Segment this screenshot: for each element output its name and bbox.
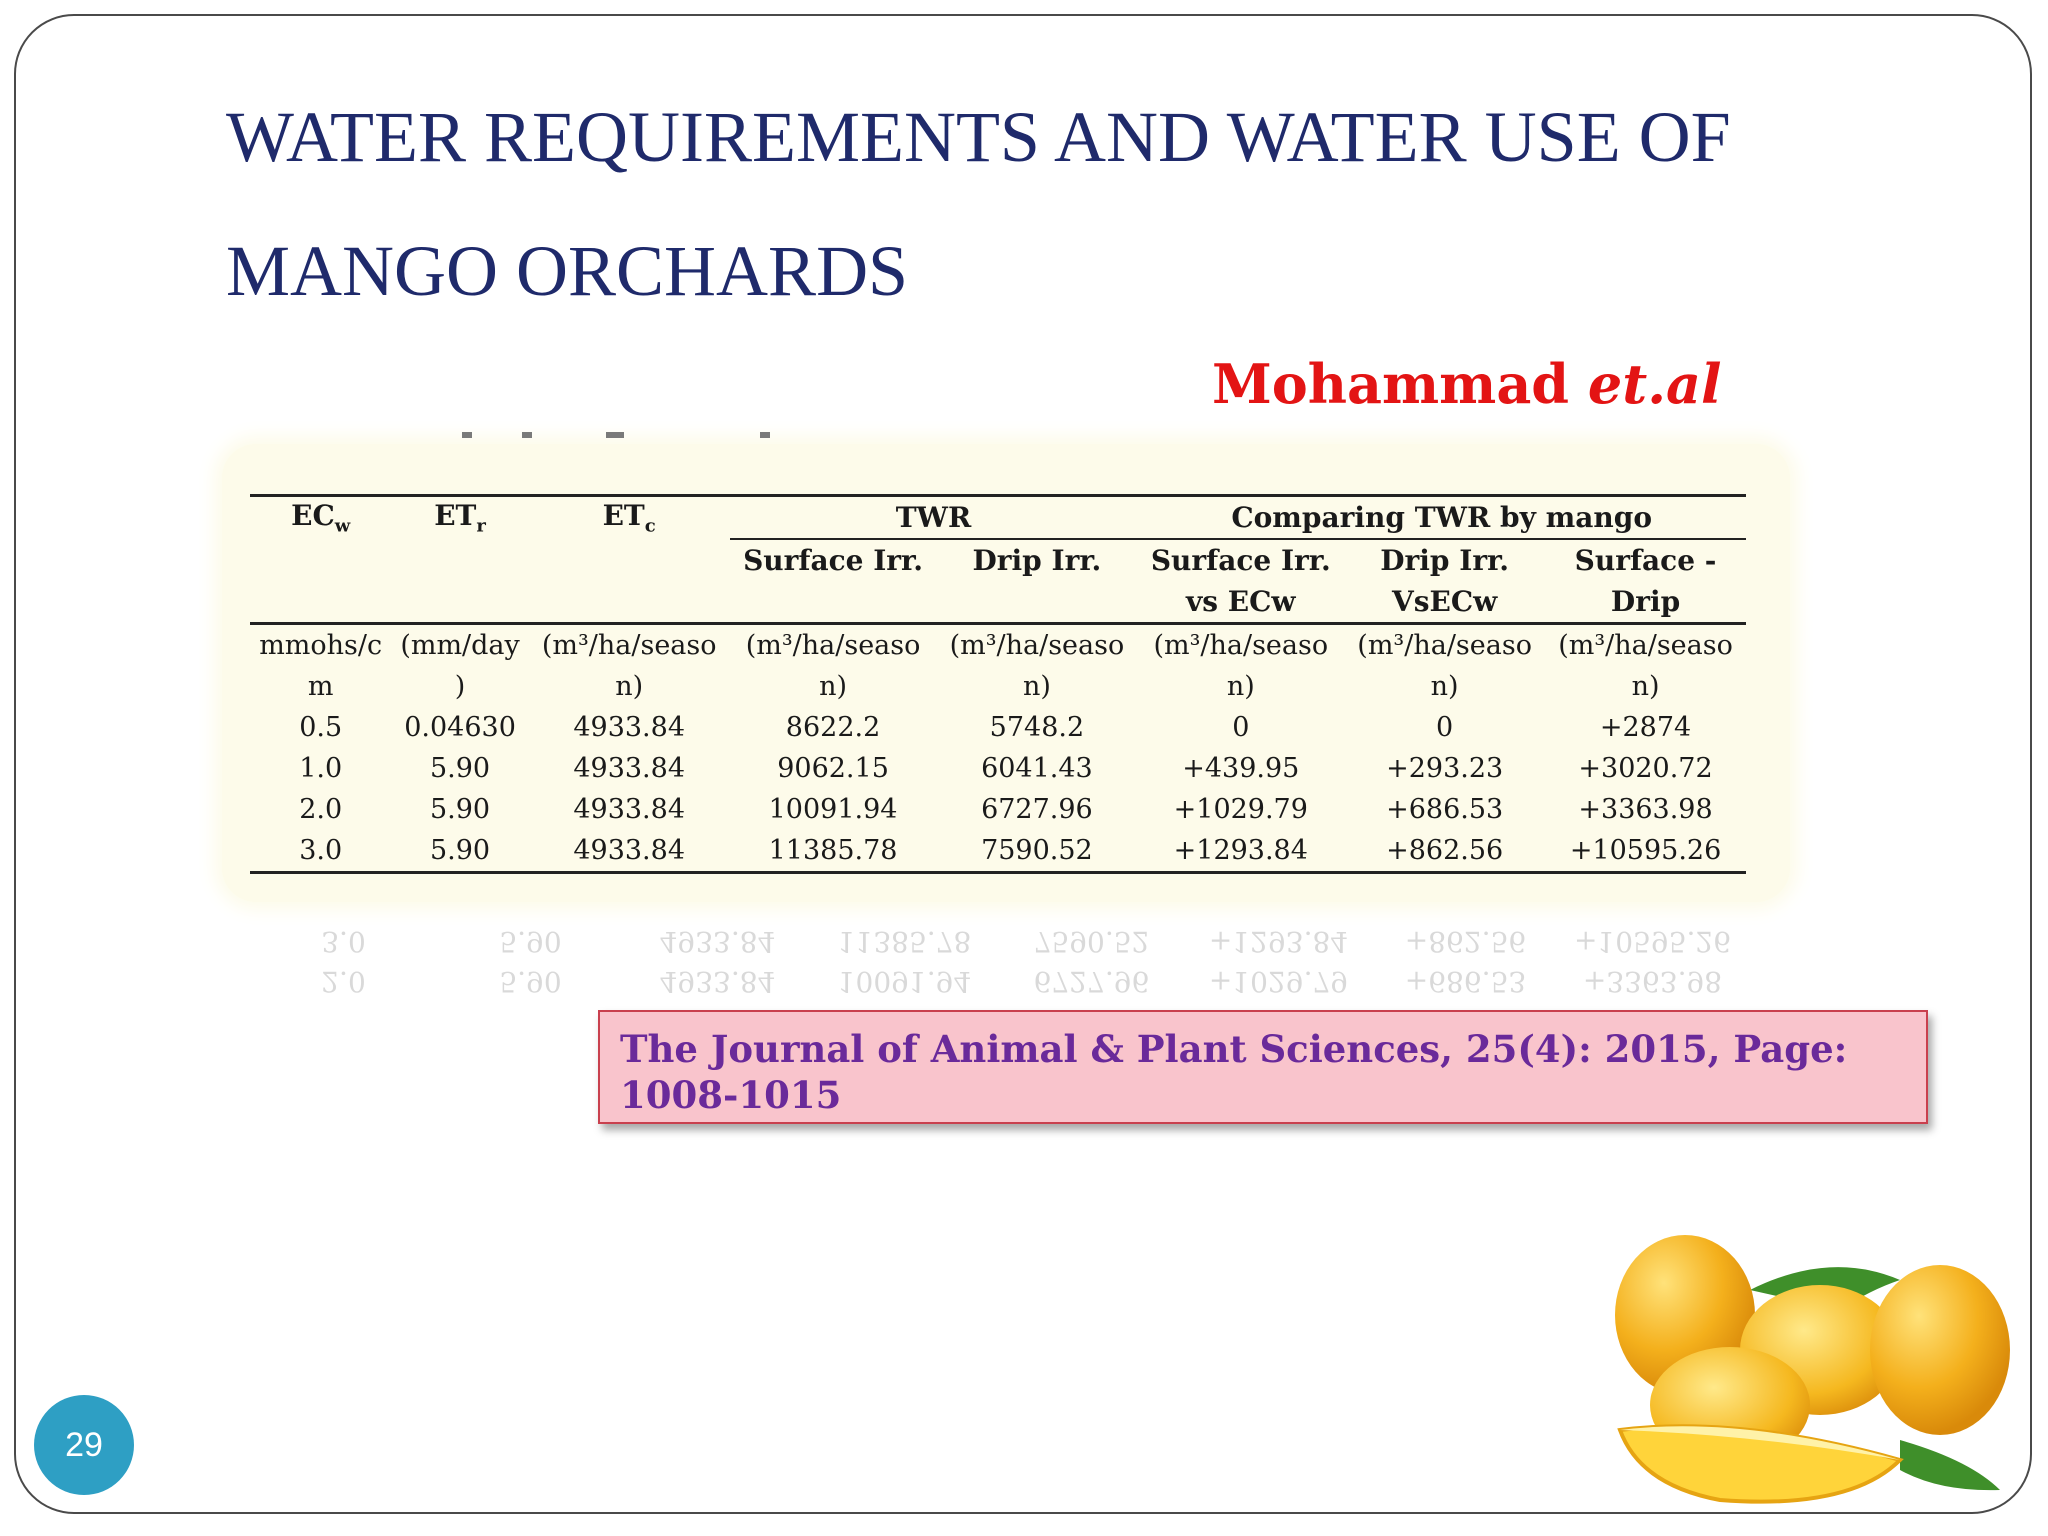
unit-cell: (m³/ha/seaso [1545,622,1746,666]
table-row: 3.0 5.90 4933.84 11385.78 7590.52 +1293.… [250,830,1746,874]
title-line-2: MANGO ORCHARDS [226,231,909,311]
unit-cell: n) [1631,671,1660,702]
table-cell: 0.04630 [404,712,516,743]
header-cmp-drip-2: VsECw [1392,585,1498,618]
table-cell: 0 [1436,712,1454,743]
header-etc: ETc [528,494,730,539]
table-cell: +10595.26 [1545,830,1746,874]
table-row: 2.0 5.90 4933.84 10091.94 6727.96 +1029.… [250,789,1746,830]
header-twr-drip: Drip Irr. [972,544,1102,577]
header-cmp-drip-1: Drip Irr. [1380,544,1510,577]
title-line-1: WATER REQUIREMENTS AND WATER USE OF [226,97,1731,177]
table-cell: 4933.84 [573,794,685,825]
leaf-icon [1900,1440,2000,1491]
unit-cell: (m³/ha/seaso [1344,622,1546,666]
author-credit: Mohammad et.al [1212,352,1722,416]
table-cell: 8622.2 [785,712,881,743]
unit-cell: (mm/day [391,622,529,666]
table-cell: +2874 [1599,712,1692,743]
author-name: Mohammad [1212,352,1570,416]
table-cell: 4933.84 [573,712,685,743]
header-cmp-diff-1: Surface - [1574,544,1717,577]
mango-slice-highlight [1620,1426,1900,1460]
table-cell: 2.0 [299,794,343,825]
table-cell: 5.90 [429,794,491,825]
table-cell: 5748.2 [989,712,1085,743]
units-row-2: m ) n) n) n) n) n) n) [250,666,1746,707]
reflection-row: 3.0 5.90 4933.84 11385.78 7590.52 +1293.84 +86… [321,925,1732,958]
table-cell: 1.0 [299,753,343,784]
header-blank [529,539,730,581]
header-twr: TWR [729,494,1138,540]
table-cell: 5.90 [429,753,491,784]
cropped-text-marks [400,432,780,440]
unit-cell: (m³/ha/seaso [729,622,937,666]
table-reflection: 3.0 5.90 4933.84 11385.78 7590.52 +1293.84 +86… [222,910,1790,1020]
table-cell: +3363.98 [1578,794,1713,825]
author-suffix: et.al [1587,352,1722,416]
table-cell: 4933.84 [573,753,685,784]
reflection-row: 2.0 5.90 4933.84 10091.94 6727.96 +1029.79 +68… [321,965,1723,998]
header-blank [391,539,528,581]
table-header-row-1: ECw ETr ETc TWR Comparing TWR by mango [250,494,1746,540]
table-row: 0.5 0.04630 4933.84 8622.2 5748.2 0 0 +2… [250,707,1746,748]
table-cell: 10091.94 [768,794,898,825]
header-cmp-surface-1: Surface Irr. [1150,544,1331,577]
table-row: 1.0 5.90 4933.84 9062.15 6041.43 +439.95… [250,748,1746,789]
table-cell: +439.95 [1182,753,1300,784]
table-cell: 6041.43 [981,753,1093,784]
table-cell: +862.56 [1344,830,1546,874]
unit-cell: ) [454,671,466,702]
table-cell: 9062.15 [777,753,889,784]
unit-cell: (m³/ha/seaso [528,622,730,666]
unit-cell: mmohs/c [250,622,392,666]
unit-cell: n) [615,671,644,702]
header-cmp-diff-2: Drip [1610,585,1681,618]
page-number-badge: 29 [34,1395,134,1495]
table-cell: +1293.84 [1137,830,1345,874]
slide-title: WATER REQUIREMENTS AND WATER USE OF MANG… [226,70,1926,338]
citation-box: The Journal of Animal & Plant Sciences, … [598,1010,1928,1124]
table-cell: 7590.52 [936,830,1138,874]
unit-cell: n) [1022,671,1051,702]
table-cell: 3.0 [250,830,392,874]
unit-cell: n) [819,671,848,702]
table-cell: +1029.79 [1173,794,1308,825]
header-etr: ETr [391,494,529,539]
header-blank [250,539,391,581]
units-row-1: mmohs/c (mm/day (m³/ha/seaso (m³/ha/seas… [250,622,1746,666]
table-cell: 5.90 [391,830,529,874]
table-cell: +293.23 [1386,753,1504,784]
unit-cell: n) [1226,671,1255,702]
table-cell: 11385.78 [729,830,937,874]
mango-illustration [1615,1235,2010,1504]
unit-cell: (m³/ha/seaso [936,622,1138,666]
table-cell: 6727.96 [981,794,1093,825]
header-twr-surface: Surface Irr. [743,544,923,577]
header-comparing: Comparing TWR by mango [1137,494,1746,540]
header-cmp-surface-2: vs ECw [1186,585,1296,618]
table-cell: 4933.84 [528,830,730,874]
water-use-table: ECw ETr ETc TWR Comparing TWR by mango S… [250,494,1746,874]
unit-cell: (m³/ha/seaso [1137,622,1345,666]
table-header-row-3: vs ECw VsECw Drip [250,581,1746,624]
table-cell: +3020.72 [1578,753,1713,784]
unit-cell: m [307,671,334,702]
table-cell: 0 [1232,712,1250,743]
table-cell: +686.53 [1386,794,1504,825]
unit-cell: n) [1430,671,1459,702]
mango-icon [1870,1265,2010,1435]
header-ecw: ECw [250,494,392,539]
table-header-row-2: Surface Irr. Drip Irr. Surface Irr. Drip… [250,539,1746,581]
table-cell: 0.5 [299,712,343,743]
